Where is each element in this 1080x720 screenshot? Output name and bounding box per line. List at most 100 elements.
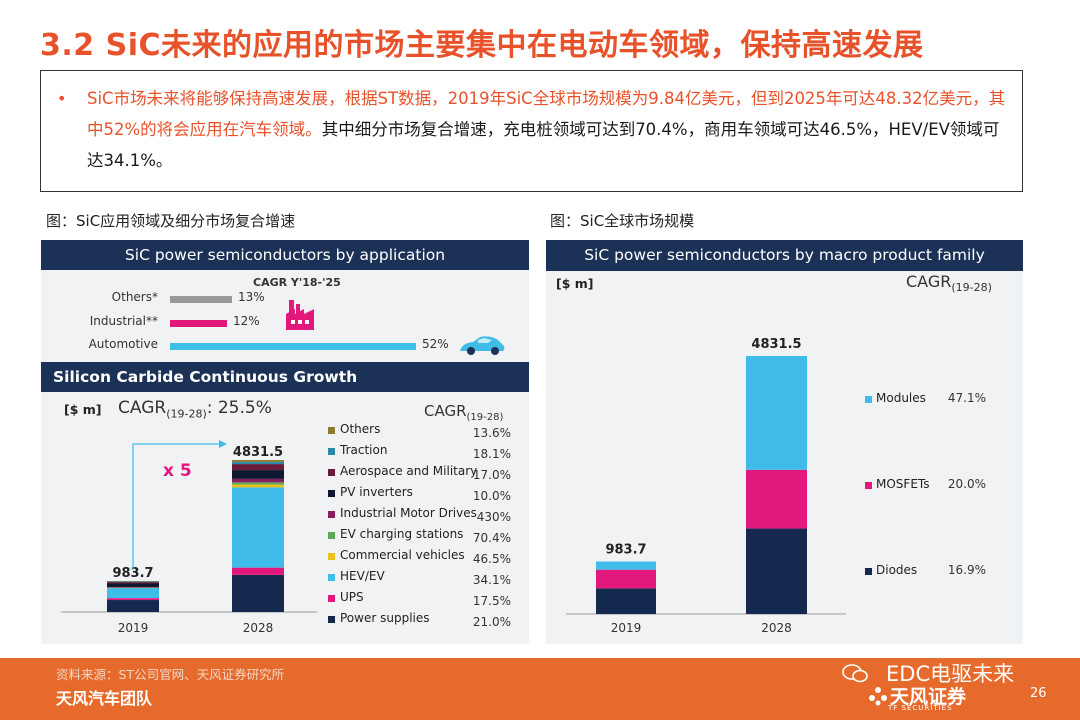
bar-segment xyxy=(232,487,284,568)
bar-segment xyxy=(107,598,159,601)
application-bar xyxy=(170,320,227,327)
category-label: 2028 xyxy=(761,621,792,635)
legend-label: UPS xyxy=(340,590,364,604)
summary-box: • SiC市场未来将能够保持高速发展，根据ST数据，2019年SiC全球市场规模… xyxy=(40,70,1023,192)
application-label: Others* xyxy=(111,290,158,304)
category-label: 2028 xyxy=(243,621,274,635)
bar-segment xyxy=(232,574,284,612)
bar-segment xyxy=(232,478,284,483)
cagr-heading: CAGR Y'18-'25 xyxy=(253,276,341,289)
category-label: 2019 xyxy=(611,621,642,635)
legend-cagr: 46.5% xyxy=(472,552,511,566)
edc-watermark: EDC电驱未来 xyxy=(886,662,1015,686)
legend-swatch xyxy=(328,427,335,434)
bar-segment xyxy=(746,356,807,470)
legend-swatch xyxy=(328,574,335,581)
total-label: 983.7 xyxy=(112,566,153,581)
brand-name: 天风证券 xyxy=(890,686,967,708)
legend-label: Commercial vehicles xyxy=(340,548,465,562)
right-unit-label: [$ m] xyxy=(556,276,594,291)
bar-segment xyxy=(232,567,284,575)
legend-swatch xyxy=(865,568,872,575)
left-cagr-summary: CAGR(19-28): 25.5% xyxy=(118,398,272,421)
legend-label: Others xyxy=(340,422,381,436)
page-number: 26 xyxy=(1030,686,1047,701)
bar-segment xyxy=(232,484,284,488)
legend-label: MOSFETs xyxy=(876,477,930,491)
slide-title: 3.2 SiC未来的应用的市场主要集中在电动车领域，保持高速发展 xyxy=(40,28,924,63)
left-stacked-chart: 983.7 2019 4831.5 2028 xyxy=(61,440,317,635)
legend-label: Modules xyxy=(876,391,926,405)
legend-swatch xyxy=(328,469,335,476)
team-name: 天风汽车团队 xyxy=(56,689,153,708)
legend-swatch xyxy=(865,396,872,403)
total-label: 4831.5 xyxy=(233,445,283,460)
total-label: 983.7 xyxy=(605,542,646,557)
summary-highlight: SiC市场未来将能够保持高速发展，根据ST数据，2019年SiC全球市场规模为9… xyxy=(87,89,1006,139)
legend-label: EV charging stations xyxy=(340,527,464,541)
footer-bar: 资料来源：ST公司官网、天风证券研究所 天风汽车团队 EDC电驱未来 天风证券 … xyxy=(0,658,1080,720)
application-percent: 13% xyxy=(238,290,265,304)
legend-cagr: 17.5% xyxy=(472,594,511,608)
legend-cagr: 70.4% xyxy=(472,531,511,545)
bar-segment xyxy=(232,482,284,485)
left-figure-caption: 图：SiC应用领域及细分市场复合增速 xyxy=(46,212,296,230)
application-percent: 52% xyxy=(422,337,449,351)
application-label: Automotive xyxy=(88,337,158,351)
legend-label: Traction xyxy=(340,443,388,457)
legend-swatch xyxy=(865,482,872,489)
bar-segment xyxy=(232,470,284,479)
legend-label: Diodes xyxy=(876,563,918,577)
legend-cagr: 47.1% xyxy=(947,391,986,405)
bar-segment xyxy=(107,586,159,588)
bar-segment xyxy=(596,569,656,589)
factory-icon xyxy=(286,300,314,330)
brand-english: TF SECURITIES xyxy=(888,704,953,712)
legend-label: Power supplies xyxy=(340,611,430,625)
legend-cagr: 18.1% xyxy=(472,447,511,461)
bar-segment xyxy=(746,528,807,614)
bar-segment xyxy=(232,461,284,465)
bullet-icon: • xyxy=(57,89,67,108)
application-percent: 12% xyxy=(233,314,260,328)
left-panel xyxy=(41,240,529,644)
legend-label: HEV/EV xyxy=(340,569,385,583)
legend-cagr: 17.0% xyxy=(472,468,511,482)
right-stacked-chart: 983.7 2019 4831.5 2028 xyxy=(566,337,846,635)
bar-segment xyxy=(107,588,159,599)
legend-swatch xyxy=(328,553,335,560)
car-icon xyxy=(460,336,505,355)
total-label: 4831.5 xyxy=(751,337,801,352)
bar-segment xyxy=(232,460,284,462)
legend-cagr: 430% xyxy=(476,510,511,524)
bar-segment xyxy=(596,561,656,570)
category-label: 2019 xyxy=(118,621,149,635)
legend-swatch xyxy=(328,595,335,602)
source-note: 资料来源：ST公司官网、天风证券研究所 xyxy=(56,667,285,682)
application-band: SiC power semiconductors by application xyxy=(41,240,529,270)
legend-cagr: 10.0% xyxy=(472,489,511,503)
summary-text: 其中细分市场复合增速，充电桩领域可达到70.4%，商用车领域可达46.5%，HE… xyxy=(87,120,1000,170)
bar-segment xyxy=(107,582,159,584)
left-unit-label: [$ m] xyxy=(64,402,102,417)
left-cagr-column-header: CAGR(19-28) xyxy=(424,402,504,423)
multiplier-label: x 5 xyxy=(163,461,192,481)
bar-segment xyxy=(107,581,159,583)
right-figure-caption: 图：SiC全球市场规模 xyxy=(550,212,695,230)
bar-segment xyxy=(596,588,656,614)
legend-cagr: 16.9% xyxy=(947,563,986,577)
legend-swatch xyxy=(328,532,335,539)
bar-segment xyxy=(746,469,807,529)
legend-label: Aerospace and Military xyxy=(340,464,478,478)
legend-cagr: 21.0% xyxy=(472,615,511,629)
legend-cagr: 34.1% xyxy=(472,573,511,587)
right-cagr-header: CAGR(19-28) xyxy=(906,272,992,295)
legend-swatch xyxy=(328,448,335,455)
growth-arrow xyxy=(132,443,219,570)
application-bar xyxy=(170,343,416,350)
bar-segment xyxy=(107,583,159,587)
legend-cagr: 20.0% xyxy=(947,477,986,491)
legend-cagr: 13.6% xyxy=(472,426,511,440)
legend-label: Industrial Motor Drives xyxy=(340,506,477,520)
wechat-icon xyxy=(842,664,868,683)
